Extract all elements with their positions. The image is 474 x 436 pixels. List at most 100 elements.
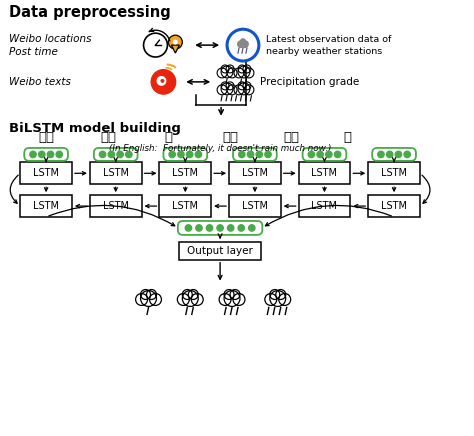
Circle shape: [238, 83, 250, 95]
FancyBboxPatch shape: [20, 162, 72, 184]
Circle shape: [256, 151, 263, 157]
Circle shape: [226, 82, 234, 90]
Text: LSTM: LSTM: [242, 168, 268, 178]
Circle shape: [56, 151, 63, 157]
Circle shape: [217, 68, 227, 78]
Circle shape: [177, 293, 189, 306]
Text: LSTM: LSTM: [33, 201, 59, 211]
Circle shape: [221, 65, 229, 73]
Circle shape: [227, 29, 259, 61]
Circle shape: [276, 290, 286, 300]
FancyBboxPatch shape: [372, 148, 416, 161]
FancyBboxPatch shape: [178, 221, 262, 235]
FancyBboxPatch shape: [164, 148, 207, 161]
Circle shape: [38, 151, 45, 157]
FancyBboxPatch shape: [368, 195, 420, 217]
Circle shape: [248, 225, 255, 231]
Circle shape: [217, 85, 227, 95]
FancyBboxPatch shape: [159, 195, 211, 217]
Circle shape: [227, 68, 237, 78]
FancyBboxPatch shape: [302, 148, 346, 161]
Text: Data preprocessing: Data preprocessing: [9, 5, 171, 20]
FancyBboxPatch shape: [24, 148, 68, 161]
Circle shape: [108, 151, 115, 157]
Text: 。: 。: [343, 131, 351, 144]
Circle shape: [141, 290, 151, 300]
Circle shape: [270, 290, 280, 300]
FancyBboxPatch shape: [229, 195, 281, 217]
FancyBboxPatch shape: [20, 195, 72, 217]
Circle shape: [191, 293, 203, 306]
Circle shape: [234, 68, 244, 78]
Circle shape: [244, 68, 254, 78]
Circle shape: [243, 65, 251, 73]
Circle shape: [136, 293, 147, 306]
Circle shape: [247, 151, 254, 157]
Circle shape: [404, 151, 410, 157]
Text: LSTM: LSTM: [242, 201, 268, 211]
Circle shape: [217, 225, 223, 231]
Text: LSTM: LSTM: [173, 201, 198, 211]
Circle shape: [240, 38, 246, 44]
Circle shape: [100, 151, 106, 157]
Circle shape: [226, 65, 234, 73]
FancyBboxPatch shape: [90, 195, 142, 217]
Circle shape: [196, 225, 202, 231]
Circle shape: [238, 66, 250, 78]
Text: LSTM: LSTM: [381, 168, 407, 178]
FancyBboxPatch shape: [179, 242, 261, 260]
Circle shape: [221, 66, 233, 78]
Circle shape: [244, 85, 254, 95]
Circle shape: [228, 225, 234, 231]
Circle shape: [161, 79, 164, 83]
Text: LSTM: LSTM: [311, 168, 337, 178]
Circle shape: [238, 151, 245, 157]
Circle shape: [206, 225, 213, 231]
Circle shape: [238, 225, 245, 231]
Circle shape: [186, 151, 193, 157]
Circle shape: [243, 82, 251, 90]
Circle shape: [386, 151, 393, 157]
Circle shape: [146, 290, 156, 300]
Circle shape: [47, 151, 54, 157]
Circle shape: [173, 40, 178, 44]
Circle shape: [178, 151, 184, 157]
Circle shape: [265, 151, 271, 157]
Text: Weibo locations
Post time: Weibo locations Post time: [9, 34, 92, 57]
FancyBboxPatch shape: [90, 162, 142, 184]
Text: Output layer: Output layer: [187, 246, 253, 256]
Circle shape: [182, 290, 192, 300]
Circle shape: [308, 151, 315, 157]
Circle shape: [169, 151, 175, 157]
Circle shape: [230, 290, 240, 300]
Text: BiLSTM model building: BiLSTM model building: [9, 122, 181, 135]
FancyBboxPatch shape: [159, 162, 211, 184]
Text: Latest observation data of
nearby weather stations: Latest observation data of nearby weathe…: [266, 35, 391, 55]
Circle shape: [224, 290, 234, 300]
Circle shape: [395, 151, 401, 157]
Text: Weibo texts: Weibo texts: [9, 77, 71, 87]
Circle shape: [149, 293, 162, 306]
Text: LSTM: LSTM: [173, 168, 198, 178]
Circle shape: [30, 151, 36, 157]
Text: Precipitation grade: Precipitation grade: [260, 77, 359, 87]
Circle shape: [234, 85, 244, 95]
Circle shape: [224, 290, 240, 307]
Circle shape: [326, 151, 332, 157]
Circle shape: [144, 33, 167, 57]
Text: LSTM: LSTM: [381, 201, 407, 211]
Circle shape: [317, 151, 323, 157]
Circle shape: [270, 290, 286, 307]
Circle shape: [279, 293, 291, 306]
Circle shape: [195, 151, 201, 157]
Circle shape: [241, 40, 249, 48]
Text: 现在: 现在: [101, 131, 117, 144]
FancyBboxPatch shape: [299, 195, 350, 217]
Polygon shape: [172, 45, 179, 53]
Text: 雨: 雨: [164, 131, 173, 144]
FancyBboxPatch shape: [229, 162, 281, 184]
FancyBboxPatch shape: [368, 162, 420, 184]
Circle shape: [265, 293, 277, 306]
Circle shape: [156, 76, 166, 86]
Text: 不大: 不大: [283, 131, 300, 144]
